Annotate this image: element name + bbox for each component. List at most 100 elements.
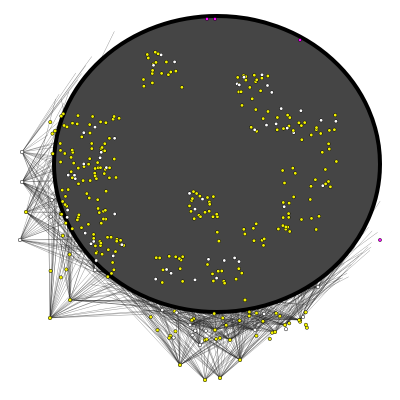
graph-edge (21, 65, 86, 153)
graph-node (177, 362, 183, 368)
graph-node (76, 113, 80, 118)
graph-edge (21, 151, 58, 201)
graph-edge (144, 303, 276, 333)
graph-node (313, 177, 318, 182)
graph-node (205, 17, 209, 21)
graph-node (303, 322, 308, 327)
graph-edge (49, 224, 181, 366)
graph-node (298, 38, 302, 42)
graph-node (150, 68, 155, 73)
graph-node (286, 215, 291, 220)
graph-edge (152, 314, 181, 366)
graph-node (93, 243, 98, 248)
graph-node (91, 236, 96, 241)
graph-node (189, 209, 193, 214)
graph-edge (239, 324, 250, 361)
graph-edge (19, 239, 114, 281)
graph-node (190, 196, 195, 201)
graph-edge (317, 277, 343, 288)
graph-node (114, 239, 119, 244)
graph-node (98, 241, 103, 246)
graph-node (89, 146, 94, 151)
graph-node (211, 214, 215, 219)
graph-edge (179, 299, 267, 366)
graph-edge (257, 314, 276, 333)
graph-node (164, 60, 169, 64)
graph-node (160, 280, 165, 285)
graph-node (265, 74, 270, 78)
graph-node (76, 212, 81, 217)
graph-node (203, 328, 208, 333)
graph-node (101, 217, 106, 221)
graph-node (81, 130, 86, 135)
graph-node (210, 271, 215, 276)
graph-node (161, 267, 165, 272)
graph-node (287, 229, 292, 234)
graph-node (241, 227, 246, 232)
graph-node (207, 202, 212, 207)
graph-node (242, 297, 248, 303)
graph-node (83, 231, 88, 236)
graph-node (314, 227, 319, 232)
graph-node (84, 191, 89, 196)
graph-node (167, 254, 172, 259)
graph-node (274, 311, 279, 316)
graph-node (190, 333, 195, 338)
graph-edge (21, 158, 44, 183)
graph-node (173, 69, 178, 74)
graph-edge (111, 272, 181, 366)
graph-edge (204, 289, 325, 381)
graph-node (332, 127, 337, 132)
graph-node (58, 160, 63, 164)
graph-node (102, 148, 107, 153)
graph-node (227, 337, 233, 343)
graph-node (270, 330, 275, 335)
graph-node (283, 224, 288, 229)
graph-node (58, 141, 63, 146)
graph-node (287, 115, 292, 120)
graph-node (261, 319, 265, 324)
graph-edge (205, 307, 241, 361)
graph-node (224, 323, 229, 328)
graph-node (319, 118, 324, 123)
graph-node (59, 114, 64, 119)
graph-node (205, 195, 210, 200)
graph-edge (21, 151, 44, 169)
graph-node (60, 199, 65, 204)
graph-edge (69, 271, 109, 301)
graph-node (47, 315, 53, 321)
graph-node (275, 127, 280, 132)
graph-node (220, 316, 225, 320)
graph-node (88, 131, 92, 135)
graph-edge (274, 307, 282, 333)
graph-node (112, 157, 117, 161)
graph-node (111, 253, 116, 258)
graph-node (157, 255, 162, 260)
graph-node (86, 222, 91, 227)
graph-node (326, 141, 331, 146)
graph-edge (19, 185, 48, 241)
graph-node (69, 169, 74, 174)
circular-layout-disk (52, 14, 382, 314)
graph-node (194, 191, 199, 196)
graph-edge (179, 295, 293, 366)
graph-node (63, 194, 68, 199)
graph-edge (25, 98, 56, 213)
graph-node (62, 123, 67, 128)
graph-edge (19, 239, 81, 255)
graph-node (180, 279, 185, 284)
graph-node (86, 162, 91, 167)
graph-node (193, 328, 198, 333)
graph-node (94, 258, 99, 263)
graph-node (258, 88, 263, 93)
graph-node (67, 297, 73, 303)
graph-node (59, 212, 64, 217)
graph-edge (153, 301, 216, 331)
graph-edge (105, 295, 231, 341)
graph-node (79, 134, 84, 139)
graph-edge (49, 276, 110, 319)
graph-node (178, 266, 183, 271)
graph-node (237, 357, 243, 363)
graph-node (290, 166, 295, 171)
graph-edge (49, 262, 83, 319)
